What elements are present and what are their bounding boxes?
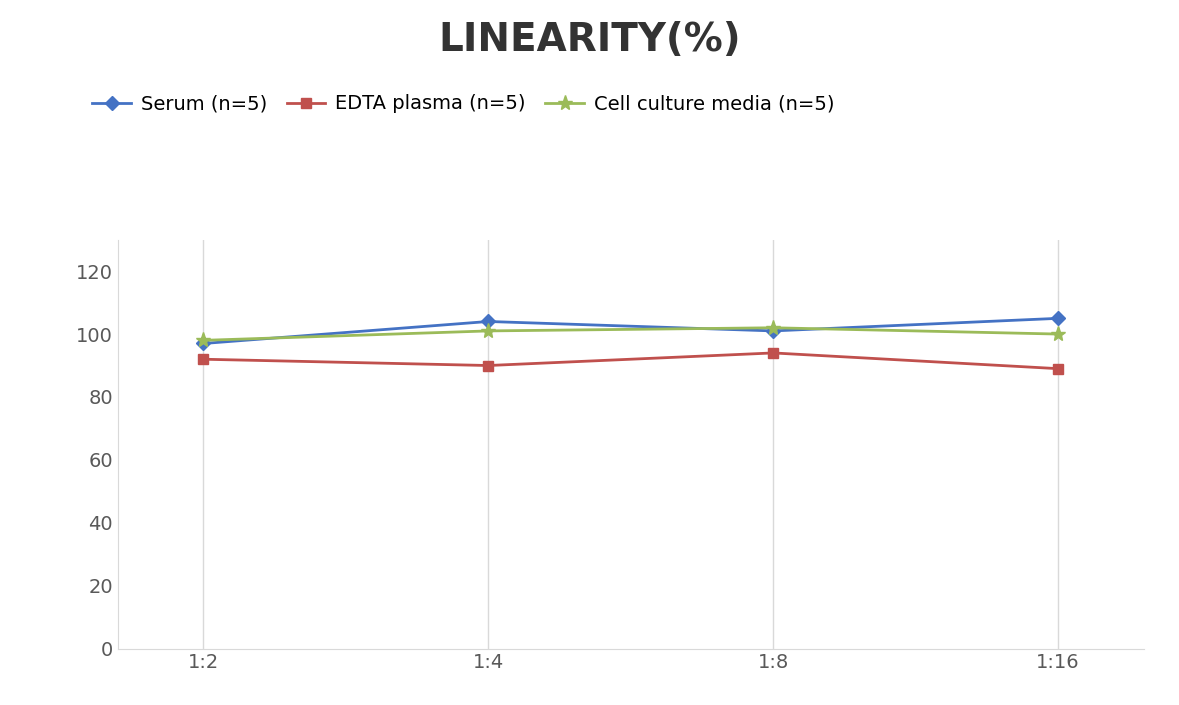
Cell culture media (n=5) (1052, 330, 1066, 338)
Line: Serum (n=5): Serum (n=5) (198, 314, 1063, 348)
Cell culture media (n=5) (481, 326, 495, 335)
Serum (n=5) (1052, 314, 1066, 323)
EDTA plasma (n=5) (1052, 364, 1066, 373)
Line: EDTA plasma (n=5): EDTA plasma (n=5) (198, 348, 1063, 374)
Serum (n=5) (196, 339, 210, 348)
EDTA plasma (n=5) (481, 361, 495, 369)
EDTA plasma (n=5) (196, 355, 210, 364)
Cell culture media (n=5) (196, 336, 210, 345)
Serum (n=5) (481, 317, 495, 326)
Line: Cell culture media (n=5): Cell culture media (n=5) (196, 320, 1066, 348)
EDTA plasma (n=5) (766, 349, 780, 357)
Cell culture media (n=5) (766, 324, 780, 332)
Text: LINEARITY(%): LINEARITY(%) (439, 21, 740, 59)
Legend: Serum (n=5), EDTA plasma (n=5), Cell culture media (n=5): Serum (n=5), EDTA plasma (n=5), Cell cul… (92, 94, 835, 114)
Serum (n=5) (766, 326, 780, 335)
